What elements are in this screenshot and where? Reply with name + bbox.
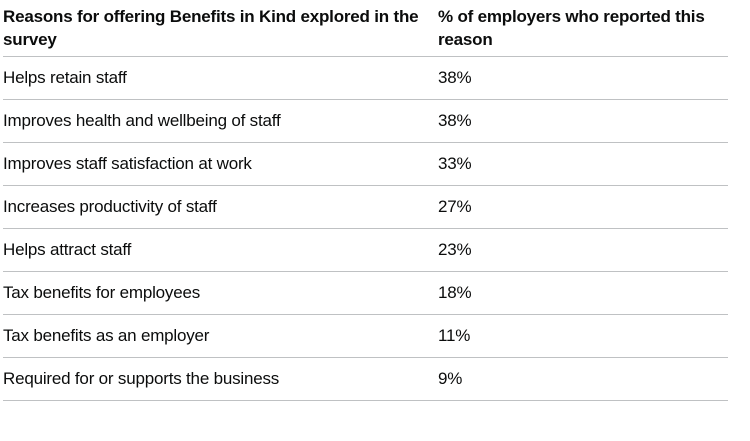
table-row: Helps attract staff 23%: [3, 228, 728, 272]
percentage-cell: 18%: [438, 271, 728, 315]
reason-cell: Improves staff satisfaction at work: [3, 142, 438, 186]
percentage-cell: 38%: [438, 99, 728, 143]
column-header-percentage: % of employers who reported this reason: [438, 5, 728, 57]
reason-cell: Improves health and wellbeing of staff: [3, 99, 438, 143]
reason-cell: Increases productivity of staff: [3, 185, 438, 229]
table-row: Helps retain staff 38%: [3, 56, 728, 100]
column-header-reason: Reasons for offering Benefits in Kind ex…: [3, 5, 438, 57]
percentage-cell: 11%: [438, 314, 728, 358]
table-header: Reasons for offering Benefits in Kind ex…: [3, 5, 728, 57]
table-row: Improves health and wellbeing of staff 38…: [3, 99, 728, 143]
header-row: Reasons for offering Benefits in Kind ex…: [3, 5, 728, 57]
reason-cell: Tax benefits for employees: [3, 271, 438, 315]
reason-cell: Tax benefits as an employer: [3, 314, 438, 358]
percentage-cell: 9%: [438, 357, 728, 401]
reason-cell: Required for or supports the business: [3, 357, 438, 401]
percentage-cell: 38%: [438, 56, 728, 100]
table-body: Helps retain staff 38% Improves health and…: [3, 56, 728, 401]
reason-cell: Helps retain staff: [3, 56, 438, 100]
table-row: Improves staff satisfaction at work 33%: [3, 142, 728, 186]
benefits-in-kind-reasons-table: Reasons for offering Benefits in Kind ex…: [3, 5, 728, 401]
reason-cell: Helps attract staff: [3, 228, 438, 272]
table-row: Increases productivity of staff 27%: [3, 185, 728, 229]
table-row: Tax benefits for employees 18%: [3, 271, 728, 315]
table-row: Tax benefits as an employer 11%: [3, 314, 728, 358]
percentage-cell: 23%: [438, 228, 728, 272]
percentage-cell: 33%: [438, 142, 728, 186]
percentage-cell: 27%: [438, 185, 728, 229]
table-row: Required for or supports the business 9%: [3, 357, 728, 401]
